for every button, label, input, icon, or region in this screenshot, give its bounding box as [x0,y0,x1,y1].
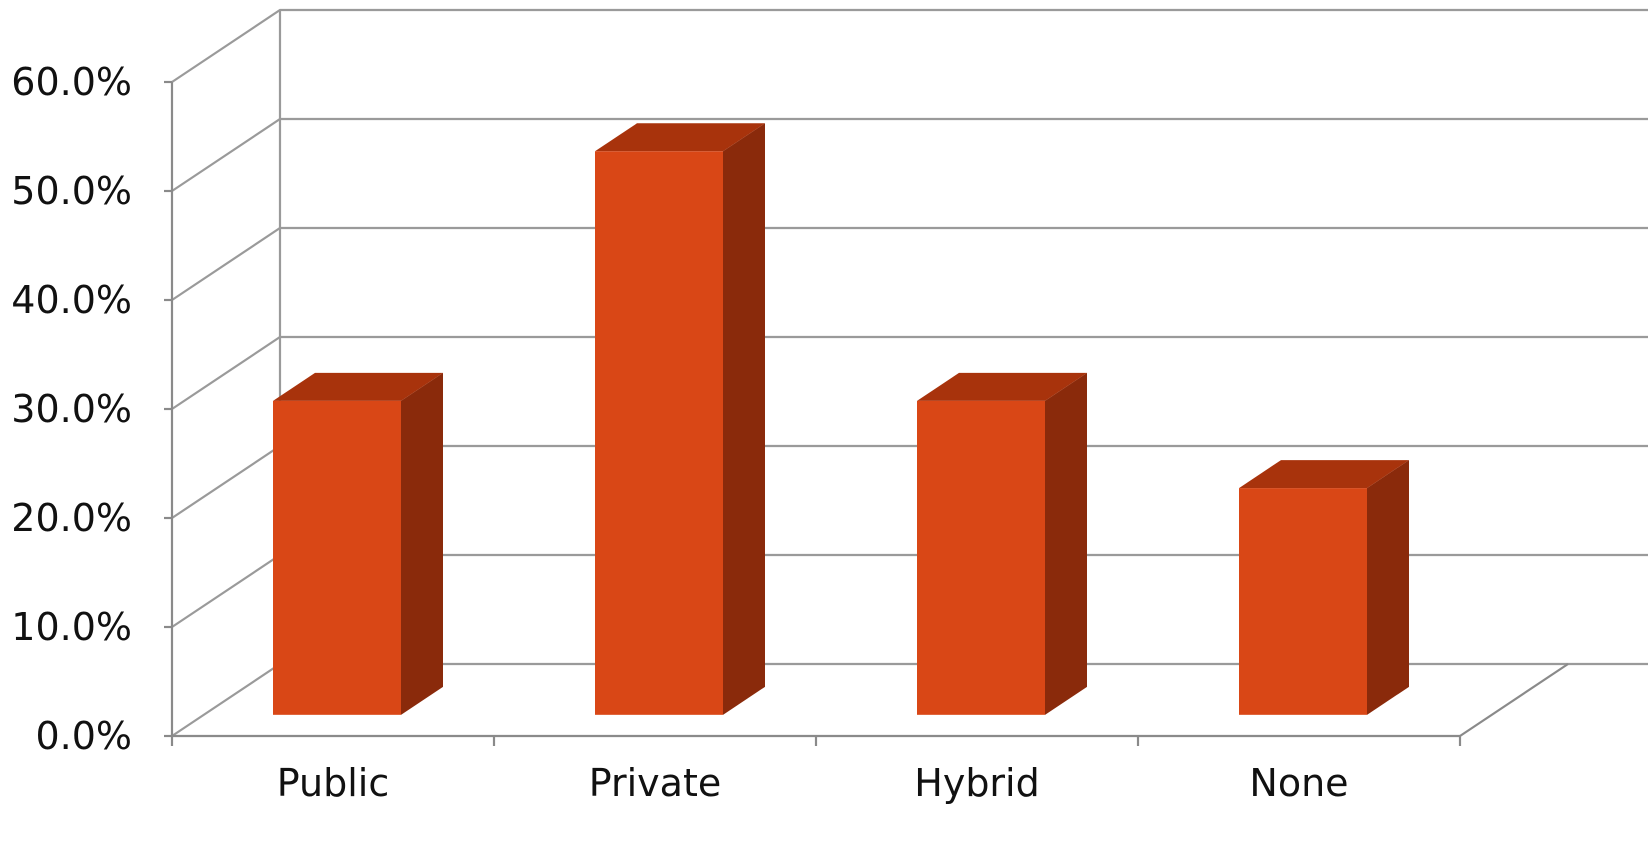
bar-front [917,400,1045,715]
y-tick-label: 30.0% [11,387,132,431]
y-tick-label: 0.0% [35,714,132,758]
bar-top [917,372,1087,401]
bar [917,372,1087,715]
bar-front [595,151,723,715]
y-tick-label: 60.0% [11,60,132,104]
y-tick-label: 50.0% [11,169,132,213]
bar-side [1045,372,1087,715]
gridline [171,8,1648,83]
gridline [171,226,1648,301]
y-tick-label: 20.0% [11,496,132,540]
floor-right-edge [1459,663,1569,737]
y-tick-label: 40.0% [11,278,132,322]
chart-labels: 0.0% 10.0% 20.0% 30.0% 40.0% 50.0% 60.0% Public… [11,60,1348,805]
chart-bars [273,123,1409,715]
bar-side [723,123,765,715]
x-category-label: Hybrid [914,761,1040,805]
bar [273,372,443,715]
x-category-label: Public [277,761,389,805]
bar [1239,460,1409,715]
bar-top [595,123,765,152]
gridline [171,117,1648,192]
chart-axes [164,80,1569,746]
bar-top [1239,460,1409,489]
y-tick-label: 10.0% [11,605,132,649]
bar-side [1367,460,1409,715]
bar [595,123,765,715]
bar-front [1239,488,1367,715]
x-category-label: None [1249,761,1348,805]
bar-top [273,372,443,401]
bar-side [401,372,443,715]
bar-front [273,400,401,715]
x-category-label: Private [589,761,721,805]
